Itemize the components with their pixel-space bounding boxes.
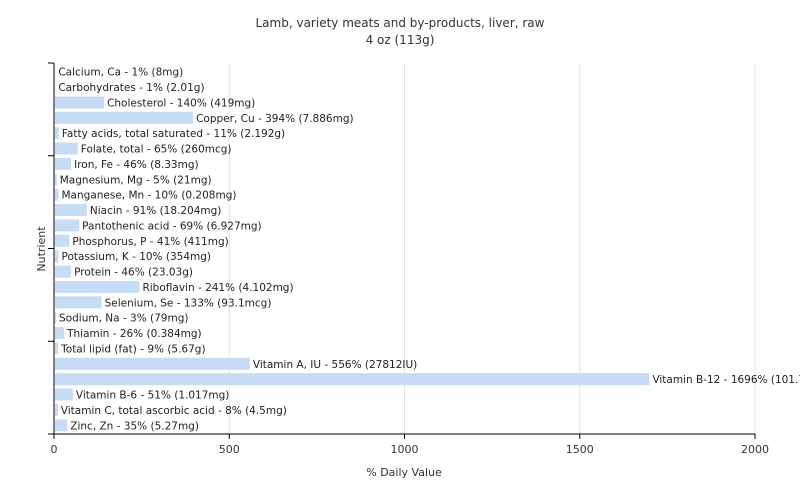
bar-label-13: Protein - 46% (23.03g) <box>74 267 193 279</box>
bar-label-16: Sodium, Na - 3% (79mg) <box>59 313 188 325</box>
bar-17 <box>55 327 65 340</box>
bar-12 <box>55 250 59 263</box>
bar-4 <box>55 127 59 140</box>
bar-label-1: Carbohydrates - 1% (2.01g) <box>58 82 204 94</box>
bar-6 <box>55 157 72 170</box>
bar-label-6: Iron, Fe - 46% (8.33mg) <box>74 159 198 171</box>
bar-2 <box>55 96 105 109</box>
bars: Calcium, Ca - 1% (8mg) Carbohydrates - 1%… <box>55 65 800 432</box>
bar-label-0: Calcium, Ca - 1% (8mg) <box>58 67 183 79</box>
bar-18 <box>55 342 59 355</box>
bar-label-7: Magnesium, Mg - 5% (21mg) <box>60 174 212 186</box>
bar-10 <box>55 219 80 232</box>
bar-11 <box>55 234 70 247</box>
bar-23 <box>55 419 68 432</box>
bar-label-9: Niacin - 91% (18.204mg) <box>90 205 222 217</box>
bar-9 <box>55 204 87 217</box>
y-axis-ticks <box>48 62 54 435</box>
bar-label-4: Fatty acids, total saturated - 11% (2.19… <box>62 128 285 140</box>
bar-label-17: Thiamin - 26% (0.384mg) <box>66 328 202 340</box>
bar-label-21: Vitamin B-6 - 51% (1.017mg) <box>76 390 230 402</box>
bar-label-23: Zinc, Zn - 35% (5.27mg) <box>70 420 199 432</box>
bar-label-3: Copper, Cu - 394% (7.886mg) <box>196 113 353 125</box>
bar-label-15: Selenium, Se - 133% (93.1mcg) <box>105 297 272 309</box>
x-axis-title: % Daily Value <box>366 466 442 479</box>
bar-label-10: Pantothenic acid - 69% (6.927mg) <box>82 220 261 232</box>
bar-22 <box>55 403 58 416</box>
bar-16 <box>55 311 57 324</box>
bar-3 <box>55 111 194 124</box>
x-tick-label-2: 1000 <box>391 443 419 456</box>
bar-label-19: Vitamin A, IU - 556% (27812IU) <box>253 359 417 371</box>
bar-14 <box>55 280 140 293</box>
x-tick-label-1: 500 <box>219 443 240 456</box>
bar-8 <box>55 188 59 201</box>
chart-title: Lamb, variety meats and by-products, liv… <box>256 16 545 30</box>
gridlines <box>228 63 756 434</box>
bar-label-14: Riboflavin - 241% (4.102mg) <box>142 282 293 294</box>
x-axis-ticks: 0 500 1000 1500 2000 <box>51 434 769 456</box>
bar-15 <box>55 296 102 309</box>
bar-19 <box>55 357 250 370</box>
chart-subtitle: 4 oz (113g) <box>366 33 435 47</box>
bar-21 <box>55 388 73 401</box>
bar-13 <box>55 265 72 278</box>
bar-label-22: Vitamin C, total ascorbic acid - 8% (4.5… <box>61 405 287 417</box>
bar-label-8: Manganese, Mn - 10% (0.208mg) <box>62 190 237 202</box>
bar-20 <box>55 373 650 386</box>
bar-label-18: Total lipid (fat) - 9% (5.67g) <box>60 343 205 355</box>
x-tick-label-4: 2000 <box>741 443 769 456</box>
bar-label-20: Vitamin B-12 - 1696% (101.76mcg) <box>652 374 800 386</box>
bar-5 <box>55 142 78 155</box>
x-tick-label-3: 1500 <box>566 443 594 456</box>
bar-7 <box>55 173 57 186</box>
bar-label-2: Cholesterol - 140% (419mg) <box>107 97 255 109</box>
y-axis-title: Nutrient <box>35 226 48 272</box>
bar-label-11: Phosphorus, P - 41% (411mg) <box>72 236 228 248</box>
x-tick-label-0: 0 <box>51 443 58 456</box>
bar-label-12: Potassium, K - 10% (354mg) <box>62 251 212 263</box>
bar-label-5: Folate, total - 65% (260mcg) <box>81 144 232 156</box>
